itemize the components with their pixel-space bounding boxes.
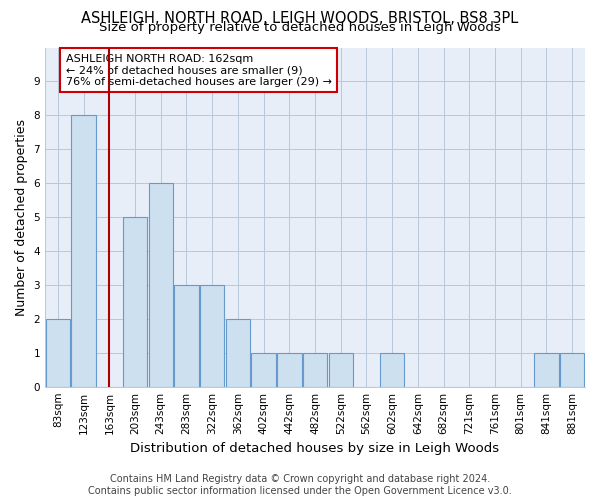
Bar bbox=[226, 319, 250, 386]
Y-axis label: Number of detached properties: Number of detached properties bbox=[15, 118, 28, 316]
Bar bbox=[123, 217, 147, 386]
Text: Size of property relative to detached houses in Leigh Woods: Size of property relative to detached ho… bbox=[99, 22, 501, 35]
Bar bbox=[71, 116, 96, 386]
Bar bbox=[534, 353, 559, 386]
Text: Contains HM Land Registry data © Crown copyright and database right 2024.
Contai: Contains HM Land Registry data © Crown c… bbox=[88, 474, 512, 496]
Bar bbox=[149, 183, 173, 386]
Text: ASHLEIGH NORTH ROAD: 162sqm
← 24% of detached houses are smaller (9)
76% of semi: ASHLEIGH NORTH ROAD: 162sqm ← 24% of det… bbox=[65, 54, 332, 87]
X-axis label: Distribution of detached houses by size in Leigh Woods: Distribution of detached houses by size … bbox=[130, 442, 500, 455]
Bar bbox=[303, 353, 327, 386]
Bar bbox=[46, 319, 70, 386]
Bar bbox=[560, 353, 584, 386]
Text: ASHLEIGH, NORTH ROAD, LEIGH WOODS, BRISTOL, BS8 3PL: ASHLEIGH, NORTH ROAD, LEIGH WOODS, BRIST… bbox=[82, 11, 518, 26]
Bar bbox=[329, 353, 353, 386]
Bar bbox=[174, 285, 199, 386]
Bar bbox=[380, 353, 404, 386]
Bar bbox=[277, 353, 302, 386]
Bar bbox=[200, 285, 224, 386]
Bar bbox=[251, 353, 276, 386]
